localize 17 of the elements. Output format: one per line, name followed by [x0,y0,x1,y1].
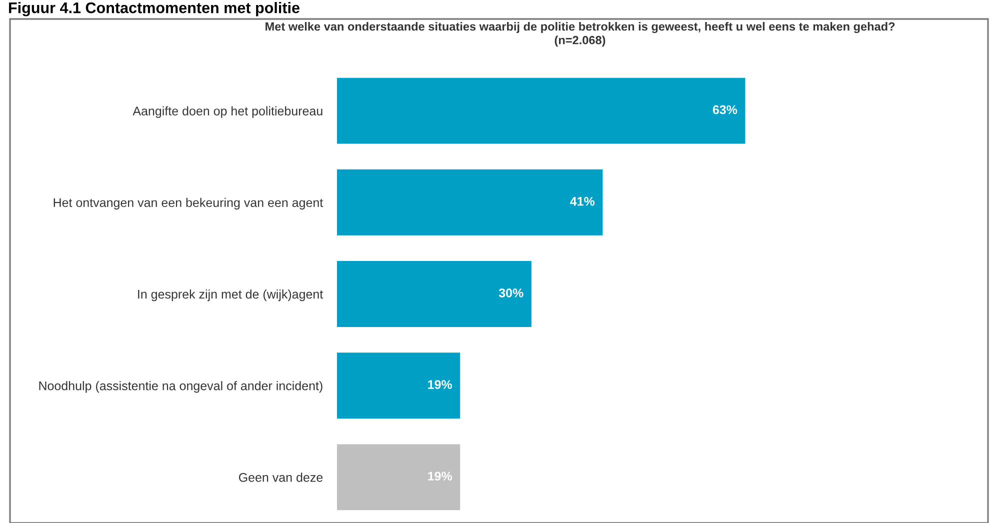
data-label: 41% [570,196,595,206]
bar [337,78,746,144]
y-tick-label: Het ontvangen van een bekeuring van een agent [54,198,324,210]
y-tick-label: Aangifte doen op het politiebureau [132,106,322,118]
y-tick-label: Geen van deze [238,472,323,482]
data-label: 19% [428,380,452,389]
text: Met welke van onderstaande situaties waarbij de politie betrokken is geweest, heeft u wel eens te maken gehad? (n=2.068) [266,22,895,47]
y-tick-label: Noodhulp (assistentie na ongeval of ander incident) [39,381,322,393]
bar [337,352,460,419]
data-label: 63% [712,105,738,114]
bar [337,261,532,327]
text: Figuur 4.1 Contactmomenten met politie [9,2,300,16]
y-tick-label: In gesprek zijn met de (wijk)agent [138,289,324,302]
data-label: 30% [498,288,524,298]
bar [337,444,460,510]
data-label: 19% [428,472,452,481]
bar [337,169,603,236]
